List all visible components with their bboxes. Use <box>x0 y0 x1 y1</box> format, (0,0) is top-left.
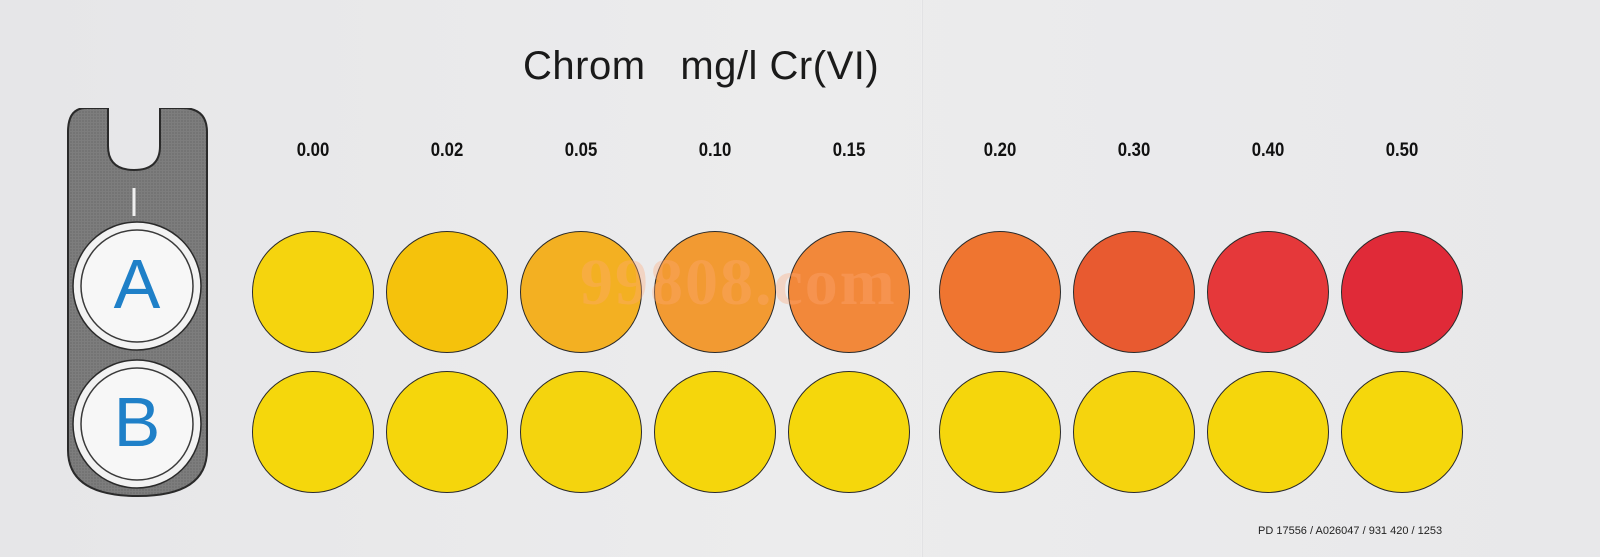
concentration-label: 0.20 <box>983 140 1017 161</box>
concentration-label: 0.10 <box>698 140 732 161</box>
color-swatch-a <box>1073 231 1195 353</box>
concentration-label: 0.02 <box>430 140 464 161</box>
watermark-text: 99808.com <box>580 246 897 319</box>
concentration-label: 0.05 <box>564 140 598 161</box>
concentration-label: 0.50 <box>1385 140 1419 161</box>
color-swatch-b <box>252 371 374 493</box>
color-swatch-b <box>1073 371 1195 493</box>
color-swatch-a <box>520 231 642 353</box>
color-swatch-a <box>1207 231 1329 353</box>
concentration-label: 0.00 <box>296 140 330 161</box>
color-swatch-b <box>654 371 776 493</box>
concentration-label: 0.30 <box>1117 140 1151 161</box>
concentration-label: 0.15 <box>832 140 866 161</box>
color-swatch-a <box>939 231 1061 353</box>
color-swatch-a <box>654 231 776 353</box>
chart-title: Chrom mg/l Cr(VI) <box>523 44 880 88</box>
color-swatch-b <box>1341 371 1463 493</box>
comparator-holder: A B <box>64 108 211 500</box>
color-swatch-b <box>520 371 642 493</box>
color-swatch-a <box>788 231 910 353</box>
color-swatch-a <box>1341 231 1463 353</box>
card-fold-line <box>921 0 923 557</box>
color-swatch-b <box>939 371 1061 493</box>
color-swatch-b <box>386 371 508 493</box>
concentration-label: 0.40 <box>1251 140 1285 161</box>
color-swatch-b <box>788 371 910 493</box>
comparator-holder-shape <box>67 108 208 498</box>
color-swatch-a <box>252 231 374 353</box>
color-swatch-b <box>1207 371 1329 493</box>
slot-b-label: B <box>113 383 161 461</box>
slot-a-label: A <box>113 245 161 323</box>
color-swatch-a <box>386 231 508 353</box>
product-code: PD 17556 / A026047 / 931 420 / 1253 <box>1258 525 1443 537</box>
